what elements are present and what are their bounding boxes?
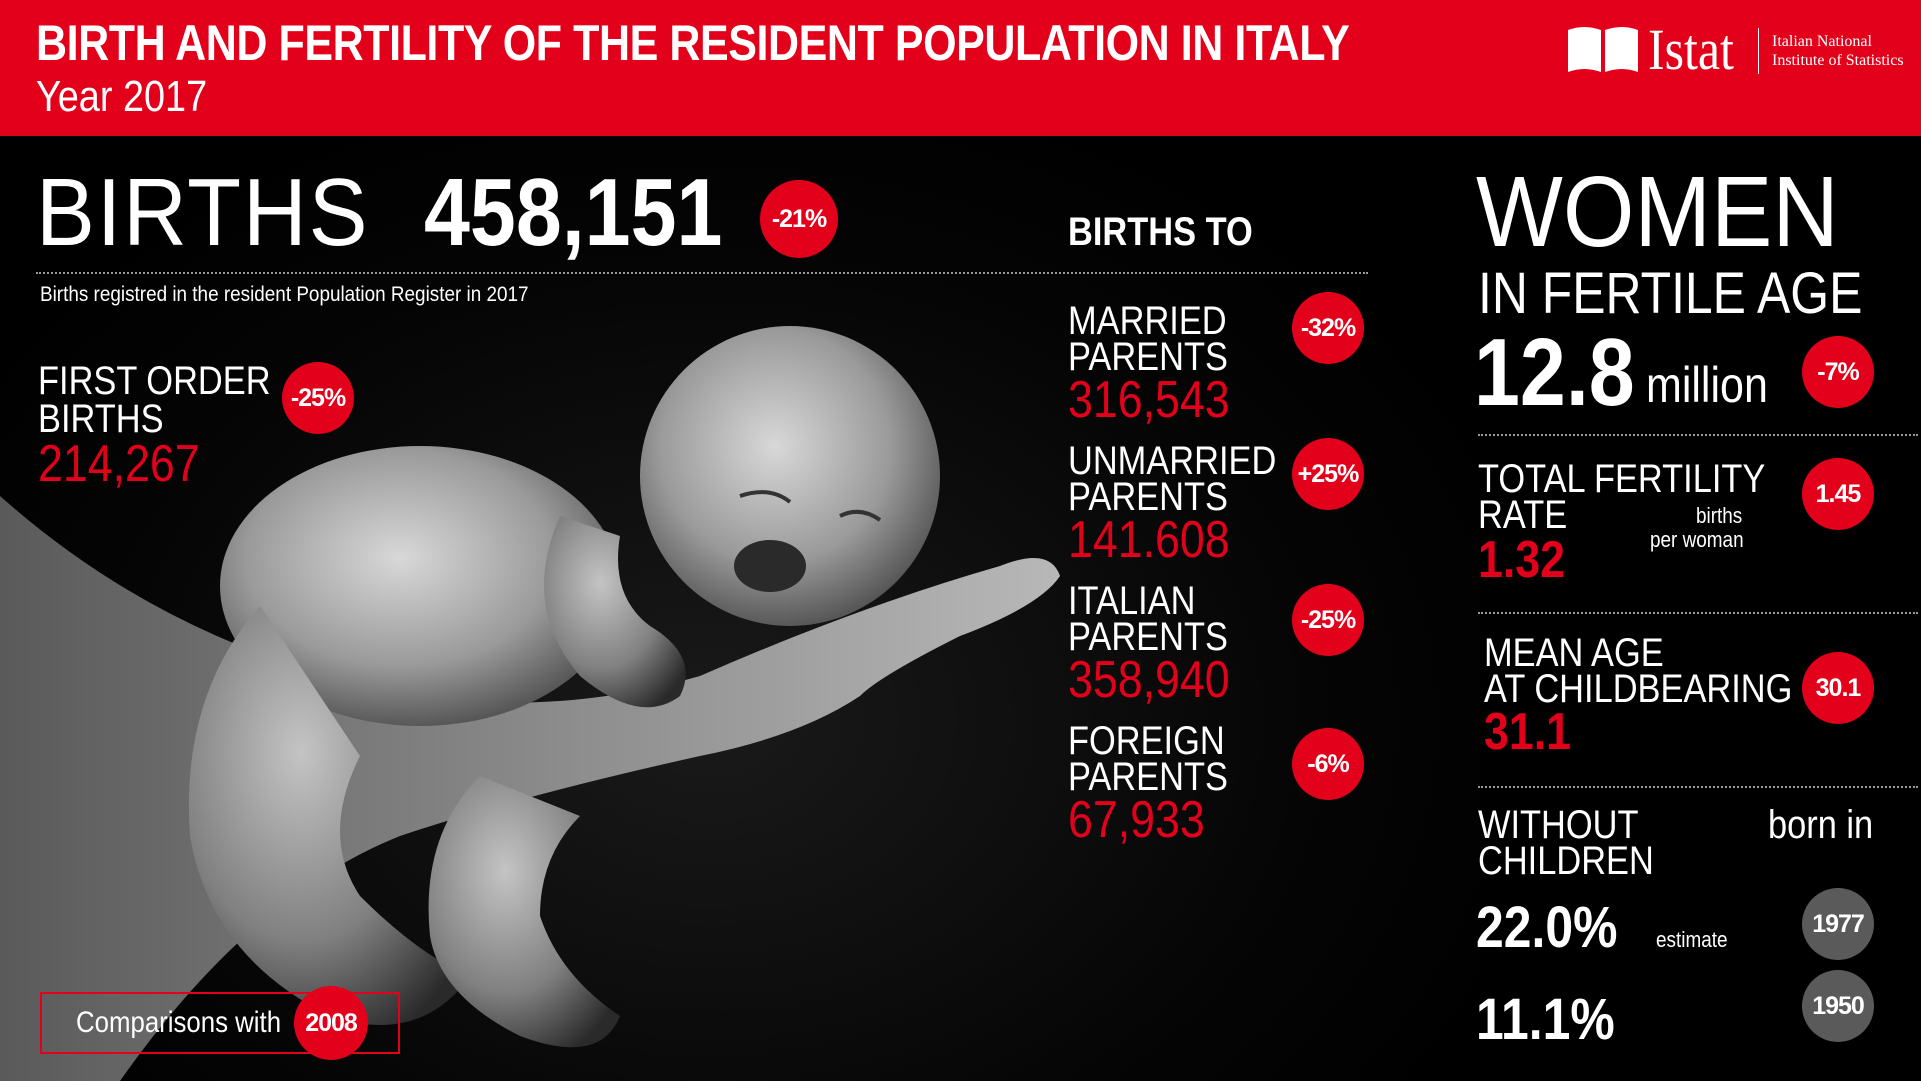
comparison-year-badge: 2008 <box>294 986 368 1060</box>
foreign-change-badge: -6% <box>1292 728 1364 800</box>
childless-1950-pct: 11.1% <box>1476 987 1615 1052</box>
unmarried-label-line2: PARENTS <box>1068 475 1228 519</box>
childless-1977-note: estimate <box>1656 927 1728 952</box>
fertile-age-subtitle: IN FERTILE AGE <box>1478 261 1863 326</box>
foreign-label-line1: FOREIGN <box>1068 719 1225 763</box>
year-1950-badge: 1950 <box>1802 970 1874 1042</box>
childless-label-line1: WITHOUT <box>1478 803 1639 847</box>
italian-change-badge: -25% <box>1292 584 1364 656</box>
first-order-label-line1: FIRST ORDER <box>38 359 271 403</box>
logo-wordmark: Istat <box>1648 17 1734 82</box>
unmarried-value: 141.608 <box>1068 511 1230 569</box>
logo-divider <box>1758 28 1759 74</box>
year-1977-badge: 1977 <box>1802 888 1874 960</box>
born-in-label: born in <box>1768 803 1874 847</box>
childless-label-line2: CHILDREN <box>1478 839 1654 883</box>
italian-label-line1: ITALIAN <box>1068 579 1196 623</box>
italian-value: 358,940 <box>1068 651 1230 709</box>
mean-age-label-line2: AT CHILDBEARING <box>1484 667 1793 711</box>
married-value: 316,543 <box>1068 371 1230 429</box>
births-note: Births registred in the resident Populat… <box>40 283 529 306</box>
births-change-badge: -21% <box>760 180 838 258</box>
women-unit: million <box>1646 357 1768 413</box>
comparison-legend: Comparisons with <box>40 992 400 1054</box>
istat-logo: Istat Italian National Institute of Stat… <box>1566 17 1906 82</box>
married-label-line2: PARENTS <box>1068 335 1228 379</box>
fertility-unit-line1: births <box>1696 503 1743 528</box>
first-order-label-line2: BIRTHS <box>38 397 164 441</box>
married-change-badge: -32% <box>1292 292 1364 364</box>
logo-institute-name: Italian National Institute of Statistics <box>1772 32 1904 70</box>
mean-age-value: 31.1 <box>1484 703 1572 761</box>
comparison-label: Comparisons with <box>76 1006 282 1039</box>
divider-women <box>1478 434 1918 436</box>
women-value: 12.8 <box>1474 319 1635 426</box>
mean-age-label-line1: MEAN AGE <box>1484 631 1664 675</box>
unmarried-change-badge: +25% <box>1292 438 1364 510</box>
book-logo-icon <box>1568 27 1638 72</box>
divider-births <box>36 272 1368 274</box>
mean-age-2008-badge: 30.1 <box>1802 652 1874 724</box>
foreign-value: 67,933 <box>1068 791 1205 849</box>
first-order-value: 214,267 <box>38 435 200 493</box>
logo-line-2: Institute of Statistics <box>1772 52 1904 69</box>
page-subtitle: Year 2017 <box>36 72 208 121</box>
births-to-title: BIRTHS TO <box>1068 210 1253 254</box>
women-change-badge: -7% <box>1802 336 1874 408</box>
fertility-unit-line2: per woman <box>1650 527 1744 552</box>
married-label-line1: MARRIED <box>1068 299 1227 343</box>
divider-mean-age <box>1478 786 1918 788</box>
italian-label-line2: PARENTS <box>1068 615 1228 659</box>
divider-fertility <box>1478 612 1918 614</box>
births-total-value: 458,151 <box>424 159 723 266</box>
page-title: BIRTH AND FERTILITY OF THE RESIDENT POPU… <box>36 15 1350 71</box>
newborn-in-hands-image <box>0 326 1060 1081</box>
foreign-label-line2: PARENTS <box>1068 755 1228 799</box>
women-title: WOMEN <box>1476 156 1839 268</box>
header-banner: BIRTH AND FERTILITY OF THE RESIDENT POPU… <box>0 0 1921 136</box>
childless-1977-pct: 22.0% <box>1476 895 1618 960</box>
births-label: BIRTHS <box>36 159 370 266</box>
fertility-2008-badge: 1.45 <box>1802 458 1874 530</box>
fertility-label-line2: RATE <box>1478 493 1568 537</box>
newborn-photo <box>0 136 1480 1081</box>
logo-line-1: Italian National <box>1772 33 1872 50</box>
first-order-change-badge: -25% <box>282 362 354 434</box>
unmarried-label-line1: UNMARRIED <box>1068 439 1277 483</box>
fertility-value: 1.32 <box>1478 531 1566 589</box>
fertility-label-line1: TOTAL FERTILITY <box>1478 457 1766 501</box>
